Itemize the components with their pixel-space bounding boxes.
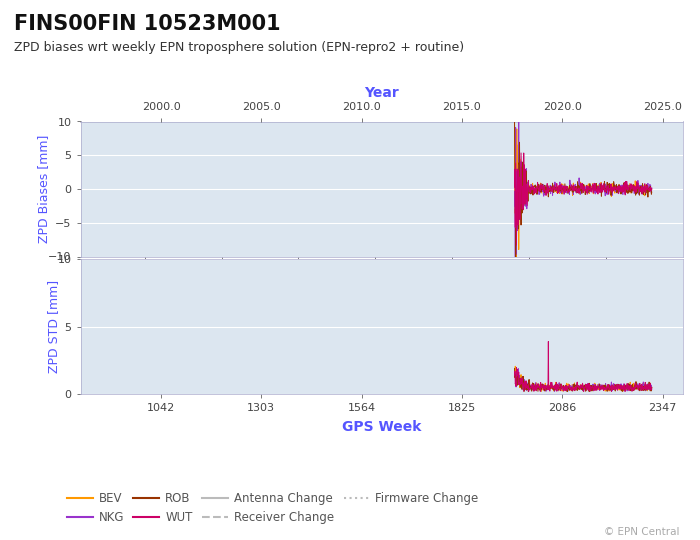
Y-axis label: ZPD STD [mm]: ZPD STD [mm] — [47, 280, 60, 373]
X-axis label: GPS Week: GPS Week — [342, 420, 421, 434]
Y-axis label: ZPD Biases [mm]: ZPD Biases [mm] — [37, 135, 50, 243]
X-axis label: Year: Year — [364, 86, 399, 100]
Legend: BEV, NKG, ROB, WUT, Antenna Change, Receiver Change, Firmware Change: BEV, NKG, ROB, WUT, Antenna Change, Rece… — [62, 487, 484, 529]
Text: ZPD biases wrt weekly EPN troposphere solution (EPN-repro2 + routine): ZPD biases wrt weekly EPN troposphere so… — [14, 40, 464, 53]
Text: © EPN Central: © EPN Central — [603, 527, 679, 537]
Text: FINS00FIN 10523M001: FINS00FIN 10523M001 — [14, 14, 281, 33]
